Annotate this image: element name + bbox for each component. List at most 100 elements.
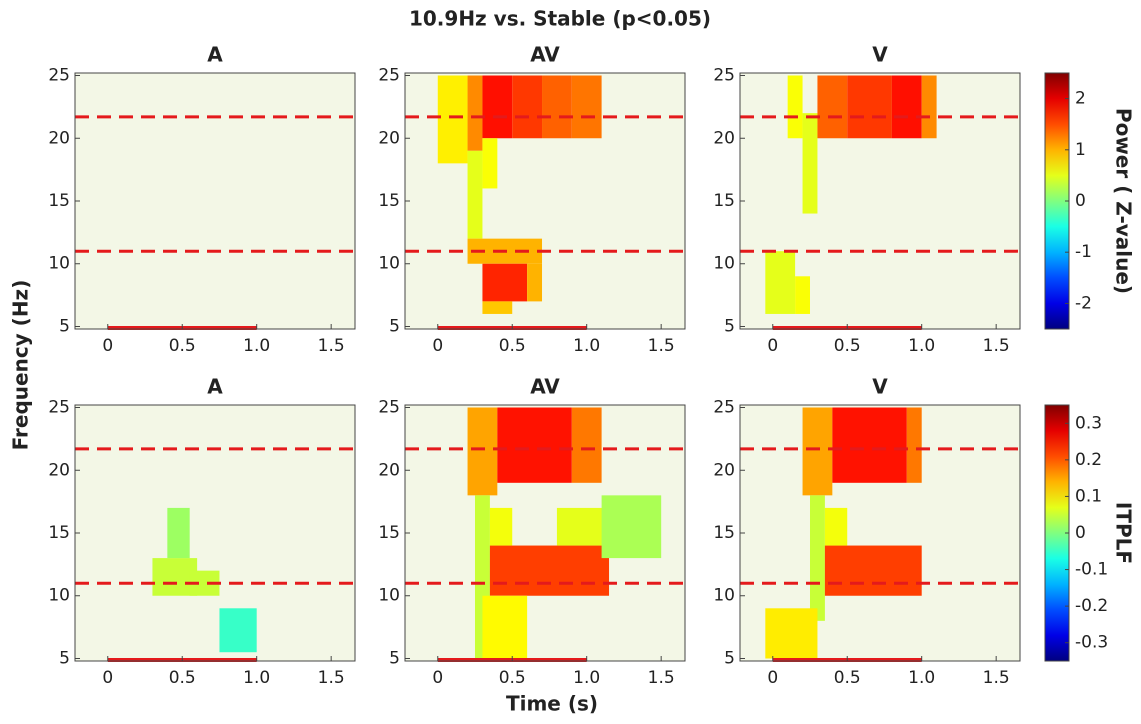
colorbar-label: Power ( Z-value) (1112, 108, 1136, 294)
y-tick-label: 10 (378, 254, 400, 274)
heat-cell (482, 138, 498, 189)
colorbar-tick-label: -1 (1075, 242, 1092, 262)
heat-cell (810, 495, 825, 621)
heat-cell (467, 75, 483, 151)
heat-cell (824, 545, 922, 596)
panel: 0 0.5 1.0 1.5 5 10 15 20 25 AV (378, 43, 686, 356)
x-tick-label: 0.5 (834, 336, 861, 356)
colorbar-label: ITPLF (1112, 502, 1136, 564)
x-tick-label: 0.5 (834, 668, 861, 688)
panel: 0 0.5 1.0 1.5 5 10 15 20 25 A (48, 43, 356, 356)
panel-title: A (207, 375, 223, 399)
x-tick-label: 1.5 (648, 336, 675, 356)
colorbar-tick-label: 0 (1075, 523, 1086, 543)
y-tick-label: 20 (713, 128, 735, 148)
heat-cell (542, 75, 572, 139)
x-axis-label: Time (s) (506, 692, 598, 716)
x-tick-label: 1.5 (318, 336, 345, 356)
colorbar-tick-label: -0.1 (1075, 560, 1108, 580)
colorbar-tick-label: -0.3 (1075, 633, 1108, 653)
y-tick-label: 25 (378, 398, 400, 418)
colorbar-tick-label: -2 (1075, 293, 1092, 313)
x-tick-label: 0 (767, 336, 778, 356)
colorbar-tick-label: 0.2 (1075, 450, 1102, 470)
panel: 0 0.5 1.0 1.5 5 10 15 20 25 A (48, 375, 356, 688)
y-tick-label: 25 (48, 66, 70, 86)
panel: 0 0.5 1.0 1.5 5 10 15 20 25 V (713, 375, 1021, 688)
x-tick-label: 0.5 (499, 336, 526, 356)
y-tick-label: 20 (378, 128, 400, 148)
y-tick-label: 10 (713, 254, 735, 274)
x-tick-label: 1.5 (983, 336, 1010, 356)
y-tick-label: 20 (48, 128, 70, 148)
panel: 0 0.5 1.0 1.5 5 10 15 20 25 V (713, 43, 1021, 356)
heat-cell (437, 75, 468, 164)
y-tick-label: 15 (378, 191, 400, 211)
heat-cell (571, 407, 602, 483)
y-tick-label: 20 (48, 460, 70, 480)
y-tick-label: 15 (713, 191, 735, 211)
y-tick-label: 25 (378, 66, 400, 86)
y-tick-label: 15 (378, 523, 400, 543)
x-tick-label: 0.5 (169, 668, 196, 688)
x-tick-label: 0.5 (499, 668, 526, 688)
panel-title: AV (530, 375, 560, 399)
y-tick-label: 25 (713, 398, 735, 418)
heat-cell (824, 507, 848, 546)
figure-title: 10.9Hz vs. Stable (p<0.05) (409, 7, 711, 31)
heat-cell (921, 75, 937, 139)
heat-cell (497, 407, 572, 483)
y-tick-label: 10 (713, 586, 735, 606)
heat-cell (489, 545, 610, 596)
colorbar-tick-label: 1 (1075, 140, 1086, 160)
y-tick-label: 5 (389, 648, 400, 668)
heat-cell (765, 251, 796, 314)
x-tick-label: 1.0 (243, 336, 270, 356)
colorbar-tick-label: 0.1 (1075, 486, 1102, 506)
y-tick-label: 5 (59, 316, 70, 336)
heat-cell (795, 276, 810, 314)
heat-cell (891, 75, 922, 139)
colorbar-tick-label: 0 (1075, 191, 1086, 211)
y-tick-label: 15 (713, 523, 735, 543)
y-tick-label: 25 (48, 398, 70, 418)
heat-cell (482, 263, 528, 302)
heat-cell (571, 75, 602, 139)
heat-cell (467, 150, 483, 239)
y-tick-label: 5 (389, 316, 400, 336)
panel-title: AV (530, 43, 560, 67)
x-tick-label: 1.0 (243, 668, 270, 688)
heat-cell (512, 75, 543, 139)
y-tick-label: 20 (713, 460, 735, 480)
x-tick-label: 0 (102, 336, 113, 356)
x-tick-label: 1.5 (648, 668, 675, 688)
x-tick-label: 0 (102, 668, 113, 688)
y-tick-label: 10 (48, 586, 70, 606)
x-tick-label: 0 (767, 668, 778, 688)
heat-cell (489, 507, 513, 546)
heat-cell (467, 407, 498, 496)
x-tick-label: 0 (432, 668, 443, 688)
heat-cell (847, 75, 892, 139)
colorbar-tick-label: 2 (1075, 89, 1086, 109)
heat-cell (802, 407, 833, 496)
heat-cell (787, 75, 803, 139)
heat-cell (167, 507, 190, 559)
heat-cell (906, 407, 922, 483)
heat-cell (527, 263, 543, 302)
x-tick-label: 1.0 (573, 336, 600, 356)
y-tick-label: 20 (378, 460, 400, 480)
y-tick-label: 10 (48, 254, 70, 274)
panel-background (75, 73, 355, 329)
heat-cell (482, 75, 513, 139)
panel-title: V (872, 375, 888, 399)
heat-cell (832, 407, 907, 483)
y-tick-label: 10 (378, 586, 400, 606)
heat-cell (482, 301, 513, 314)
panel: 0 0.5 1.0 1.5 5 10 15 20 25 AV (378, 375, 686, 688)
y-tick-label: 5 (724, 648, 735, 668)
y-tick-label: 15 (48, 191, 70, 211)
x-tick-label: 1.5 (318, 668, 345, 688)
colorbar-tick-label: 0.3 (1075, 413, 1102, 433)
